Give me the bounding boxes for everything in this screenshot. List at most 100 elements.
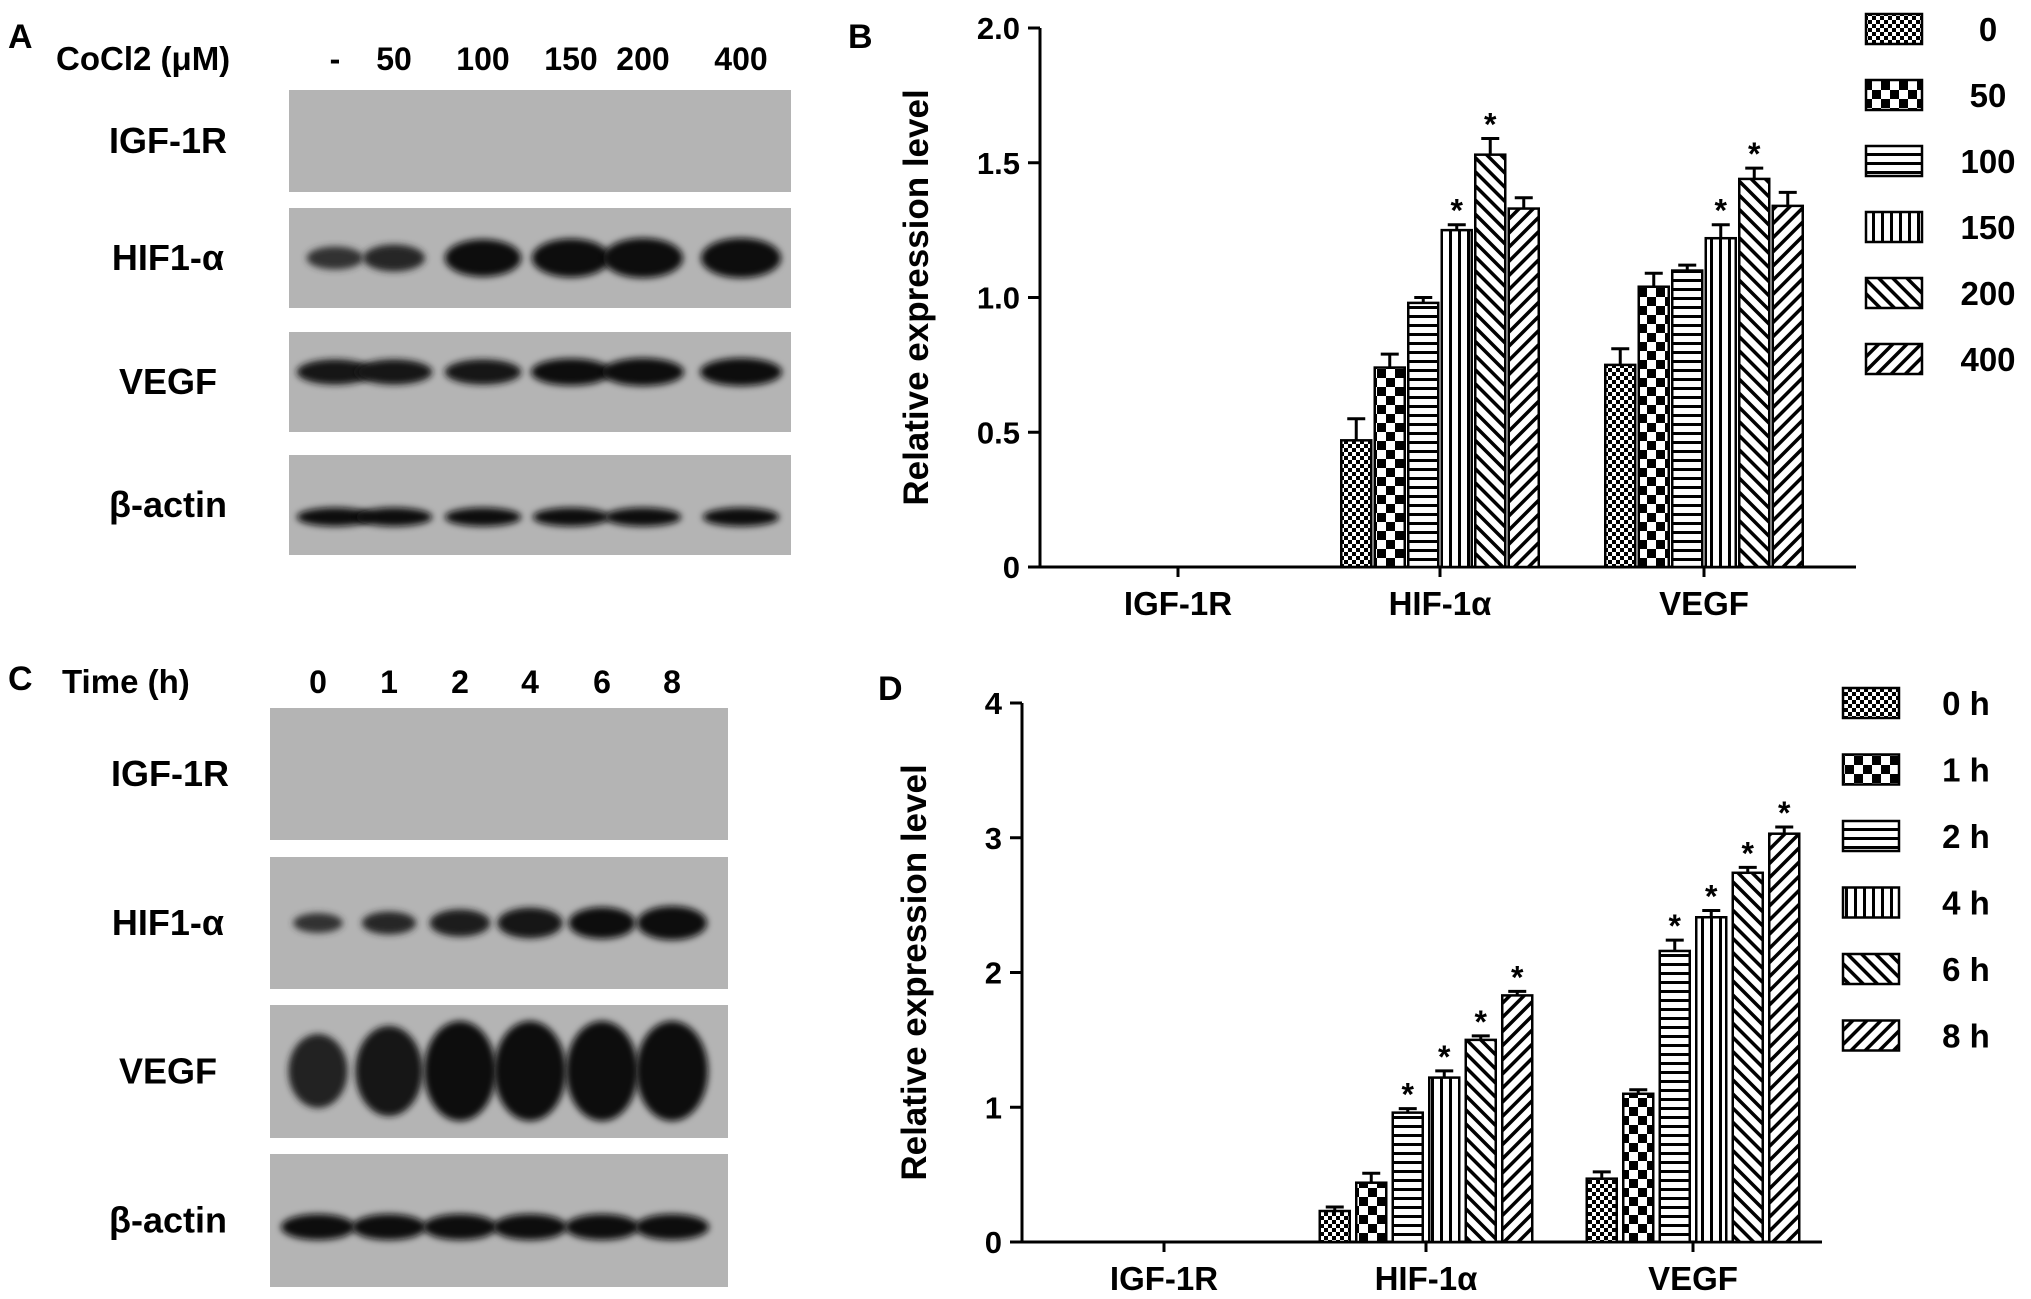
bar (1474, 153, 1507, 569)
blot-row: HIF1-α (112, 208, 791, 308)
y-axis-label: Relative expression level (897, 89, 936, 505)
blot-membrane (270, 708, 728, 840)
blot-a-header-label: CoCl2 (μM) (56, 40, 230, 77)
blot-band (566, 1021, 638, 1121)
x-tick-label: VEGF (1648, 1260, 1738, 1297)
blot-band (355, 1025, 423, 1117)
blot-row-label: β-actin (109, 1200, 227, 1241)
blot-row: IGF-1R (111, 708, 728, 840)
bar (1391, 1111, 1424, 1244)
blot-band (497, 907, 563, 939)
significance-marker: * (1742, 835, 1755, 871)
blot-band (602, 358, 684, 386)
bar (1704, 236, 1737, 569)
bar (1622, 1092, 1655, 1244)
blot-band (702, 507, 780, 527)
bar (1771, 204, 1804, 569)
bar (1464, 1038, 1497, 1244)
blot-band (361, 911, 417, 935)
bar (1428, 1076, 1461, 1244)
y-tick-label: 4 (985, 686, 1003, 721)
bar (1731, 871, 1764, 1244)
bar (1501, 994, 1534, 1244)
blot-band (444, 239, 522, 277)
bar (1440, 228, 1473, 569)
legend-label: 4 h (1942, 885, 1990, 922)
chart-b: 0 0.5 1.0 1.5 2.0 Relative expression level IG… (897, 11, 2016, 622)
blot-band (603, 238, 683, 278)
legend-label: 1 h (1942, 752, 1990, 789)
bar (1373, 366, 1406, 569)
significance-marker: * (1748, 136, 1761, 172)
y-axis-label: Relative expression level (895, 764, 934, 1180)
bar (1407, 301, 1440, 569)
blot-lane-label: 200 (616, 41, 669, 77)
bar (1768, 832, 1801, 1244)
y-tick-label: 1.5 (977, 146, 1020, 181)
legend-swatch (1841, 753, 1901, 786)
legend-swatch (1841, 952, 1901, 986)
significance-marker: * (1438, 1039, 1451, 1075)
blot-band (444, 507, 522, 527)
x-tick-label: HIF-1α (1389, 585, 1492, 622)
blot-row-label: IGF-1R (111, 753, 229, 794)
blot-lane-label: 2 (451, 664, 469, 700)
significance-marker: * (1475, 1004, 1488, 1040)
blot-membrane (289, 455, 791, 555)
bar (1671, 269, 1704, 569)
blot-band (355, 359, 433, 385)
blot-band (423, 1214, 497, 1240)
bar (1585, 1177, 1618, 1244)
y-tick-label: 0.5 (977, 415, 1020, 450)
blot-row: β-actin (109, 1154, 728, 1287)
blot-band (355, 507, 433, 527)
legend-swatch (1864, 78, 1924, 112)
panel-letter-d: D (878, 670, 903, 708)
blot-lane-label: 6 (593, 664, 611, 700)
blot-lane-label: 8 (663, 664, 681, 700)
blot-lane-label: 0 (309, 664, 327, 700)
bar (1604, 363, 1637, 569)
blot-band (444, 359, 522, 385)
blot-lane-label: 1 (380, 664, 398, 700)
blot-band (429, 909, 491, 937)
legend-swatch (1841, 686, 1901, 720)
significance-marker: * (1484, 106, 1497, 142)
blot-a-lane-labels: -50 100 150 200 400 (330, 41, 768, 77)
legend-label: 100 (1960, 143, 2015, 180)
legend-label: 50 (1970, 77, 2007, 114)
blot-band (424, 1021, 496, 1121)
blot-band (288, 1034, 348, 1108)
bar (1507, 207, 1540, 569)
blot-band (635, 1214, 709, 1240)
bar (1658, 949, 1691, 1244)
blot-row: β-actin (109, 455, 791, 555)
bar (1637, 285, 1670, 569)
blot-band (493, 1214, 567, 1240)
bar (1695, 916, 1728, 1244)
blot-band (565, 1214, 639, 1240)
legend-swatch (1864, 210, 1924, 244)
legend-label: 200 (1960, 275, 2015, 312)
blot-row-label: β-actin (109, 484, 227, 525)
panel-letter-a: A (8, 18, 33, 56)
blot-row: VEGF (119, 1005, 728, 1138)
blot-band (296, 359, 374, 385)
y-tick-label: 0 (1003, 550, 1020, 585)
significance-marker: * (1402, 1077, 1415, 1113)
legend-label: 400 (1960, 341, 2015, 378)
significance-marker: * (1669, 908, 1682, 944)
bar (1738, 177, 1771, 569)
blot-row-label: HIF1-α (112, 902, 224, 943)
blot-band (352, 1214, 426, 1240)
legend-swatch (1864, 12, 1924, 46)
blot-row-label: IGF-1R (109, 120, 227, 161)
x-tick-label: VEGF (1659, 585, 1749, 622)
x-tick-label: HIF-1α (1375, 1260, 1478, 1297)
blot-lane-label: 100 (456, 41, 509, 77)
blot-row: VEGF (119, 332, 791, 432)
blot-c-header-label: Time (h) (62, 663, 190, 700)
legend-swatch (1841, 886, 1901, 919)
blot-a: IGF-1R HIF1-α VEGF β-actin (109, 90, 791, 555)
